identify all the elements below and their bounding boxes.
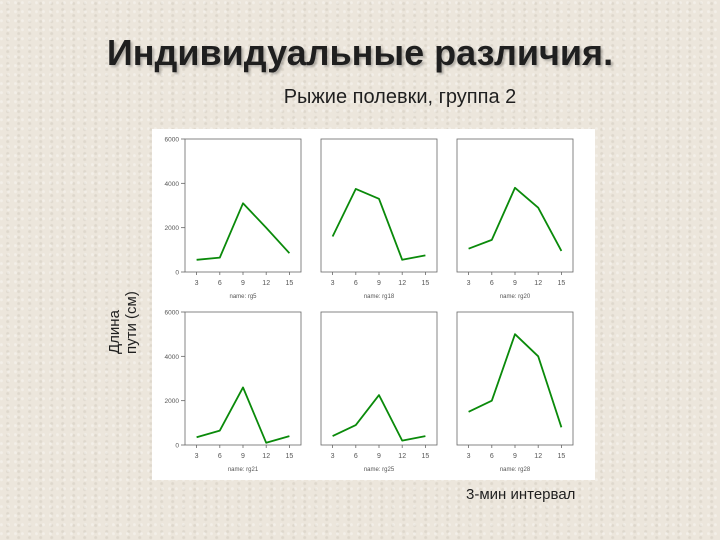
x-tick-label: 12: [262, 453, 270, 460]
y-tick-label: 6000: [165, 310, 180, 317]
y-tick-label: 6000: [165, 137, 180, 144]
panel-name-label: name: rg25: [364, 467, 395, 473]
y-axis-label-line1: Длина: [106, 310, 123, 354]
panel-name-label: name: rg18: [364, 294, 395, 300]
y-tick-label: 0: [175, 443, 179, 450]
series-line: [468, 186, 563, 252]
panel-frame: [320, 138, 438, 273]
y-tick-label: 2000: [165, 398, 180, 405]
x-tick-label: 15: [558, 280, 566, 287]
panel-name-label: name: rg20: [500, 294, 531, 300]
y-tick-label: 2000: [165, 225, 180, 232]
x-tick-label: 9: [377, 280, 381, 287]
x-tick-label: 12: [398, 453, 406, 460]
x-tick-label: 15: [558, 453, 566, 460]
x-tick-label: 6: [354, 453, 358, 460]
x-tick-label: 6: [218, 453, 222, 460]
y-axis-label-line2: пути (см): [123, 291, 140, 354]
x-tick-label: 9: [513, 280, 517, 287]
series-line: [331, 188, 426, 261]
slide-subtitle: Рыжие полевки, группа 2: [283, 86, 517, 108]
x-tick-label: 15: [422, 453, 430, 460]
series-line: [196, 386, 290, 444]
panel-frame: [456, 138, 574, 273]
x-tick-label: 15: [422, 280, 430, 287]
x-tick-label: 12: [534, 453, 542, 460]
x-tick-label: 6: [354, 280, 358, 287]
x-tick-label: 15: [286, 453, 294, 460]
x-tick-label: 15: [286, 280, 294, 287]
x-tick-label: 3: [331, 280, 335, 287]
series-line: [332, 394, 426, 442]
y-tick-label: 0: [175, 270, 179, 277]
x-tick-label: 3: [467, 453, 471, 460]
x-tick-label: 6: [490, 280, 494, 287]
slide-title: Индивидуальные различия.: [106, 32, 614, 73]
panel-name-label: name: rg28: [500, 467, 531, 473]
x-tick-label: 9: [377, 453, 381, 460]
x-tick-label: 6: [218, 280, 222, 287]
y-tick-label: 4000: [165, 181, 180, 188]
panel-frame: [456, 311, 574, 446]
small-multiples-chart: 0 2000 4000 6000 3 6 9 12 15 name: rg5 3 6 9 12 15 name…: [152, 129, 595, 480]
x-tick-label: 12: [534, 280, 542, 287]
x-tick-label: 3: [195, 453, 199, 460]
x-tick-label: 9: [513, 453, 517, 460]
x-tick-label: 3: [195, 280, 199, 287]
panel-name-label: name: rg5: [229, 294, 257, 300]
x-tick-label: 9: [241, 453, 245, 460]
panel-name-label: name: rg21: [228, 467, 259, 473]
x-tick-label: 9: [241, 280, 245, 287]
x-tick-label: 3: [467, 280, 471, 287]
panel-frame: [184, 311, 302, 446]
x-tick-label: 6: [490, 453, 494, 460]
x-axis-caption: 3-мин интервал: [466, 486, 576, 503]
x-tick-label: 12: [398, 280, 406, 287]
series-line: [468, 333, 563, 428]
x-tick-label: 12: [262, 280, 270, 287]
y-axis-label: Длина пути (см): [104, 216, 154, 356]
series-line: [196, 202, 291, 261]
x-tick-label: 3: [331, 453, 335, 460]
panel-frame: [320, 311, 438, 446]
y-tick-label: 4000: [165, 354, 180, 361]
